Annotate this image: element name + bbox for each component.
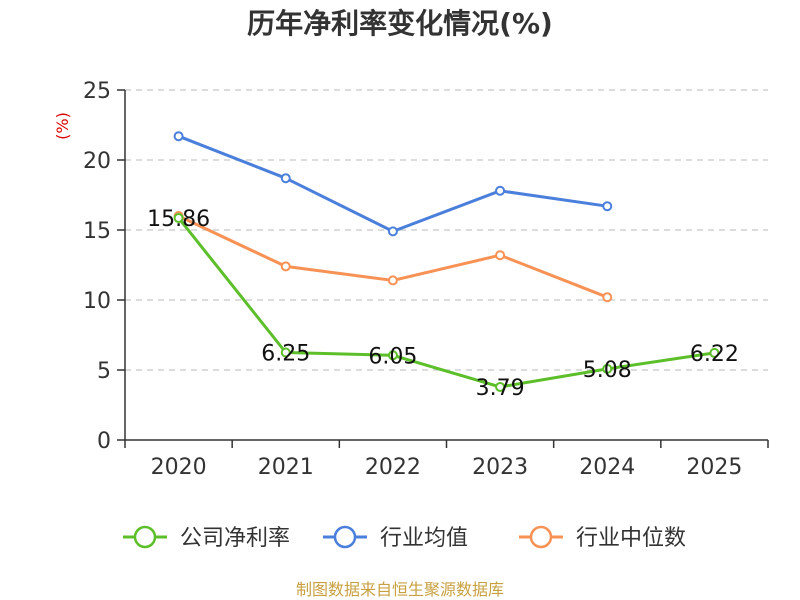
chart-title: 历年净利率变化情况(%) — [247, 7, 553, 40]
y-tick-label: 15 — [83, 219, 111, 244]
data-point — [173, 131, 184, 142]
source-note: 制图数据来自恒生聚源数据库 — [296, 580, 504, 599]
legend-marker — [133, 525, 157, 549]
x-tick-label: 2024 — [579, 455, 635, 480]
data-point — [602, 292, 613, 303]
legend-marker — [529, 525, 553, 549]
data-label: 3.79 — [476, 376, 525, 401]
data-point — [495, 185, 506, 196]
data-label: 6.25 — [261, 342, 310, 367]
data-label: 6.22 — [690, 342, 739, 367]
data-point — [709, 347, 720, 358]
data-point — [280, 173, 291, 184]
y-tick-label: 0 — [97, 429, 111, 454]
series-line — [178, 134, 608, 233]
legend-label: 公司净利率 — [180, 526, 290, 551]
legend-label: 行业中位数 — [576, 526, 686, 551]
data-point — [387, 275, 398, 286]
y-tick-label: 10 — [83, 289, 111, 314]
x-tick-label: 2023 — [472, 455, 528, 480]
data-point — [387, 350, 398, 361]
data-point — [173, 212, 184, 223]
data-label: 6.05 — [368, 344, 417, 369]
x-tick-label: 2021 — [258, 455, 314, 480]
y-tick-label: 25 — [83, 79, 111, 104]
y-tick-label: 20 — [83, 149, 111, 174]
legend-label: 行业均值 — [380, 526, 468, 551]
data-point — [387, 226, 398, 237]
data-point — [602, 363, 613, 374]
series-layer — [173, 131, 720, 392]
data-labels: 15.86 6.25 6.05 3.79 5.08 6.22 — [147, 207, 739, 401]
x-tick-label: 2022 — [365, 455, 421, 480]
x-tick-label: 2025 — [686, 455, 742, 480]
data-point — [495, 250, 506, 261]
data-label: 15.86 — [147, 207, 210, 232]
data-point — [495, 381, 506, 392]
data-point — [280, 261, 291, 272]
data-point — [602, 201, 613, 212]
legend-marker — [333, 525, 357, 549]
series-line — [177, 217, 715, 389]
y-tick-label: 5 — [97, 359, 111, 384]
x-tick-label: 2020 — [151, 455, 207, 480]
y-axis-unit: (%) — [53, 112, 72, 140]
data-label: 5.08 — [583, 358, 632, 383]
legend: 公司净利率 行业均值 行业中位数 — [123, 525, 686, 551]
data-point — [280, 347, 291, 358]
grid-lines — [125, 89, 768, 371]
